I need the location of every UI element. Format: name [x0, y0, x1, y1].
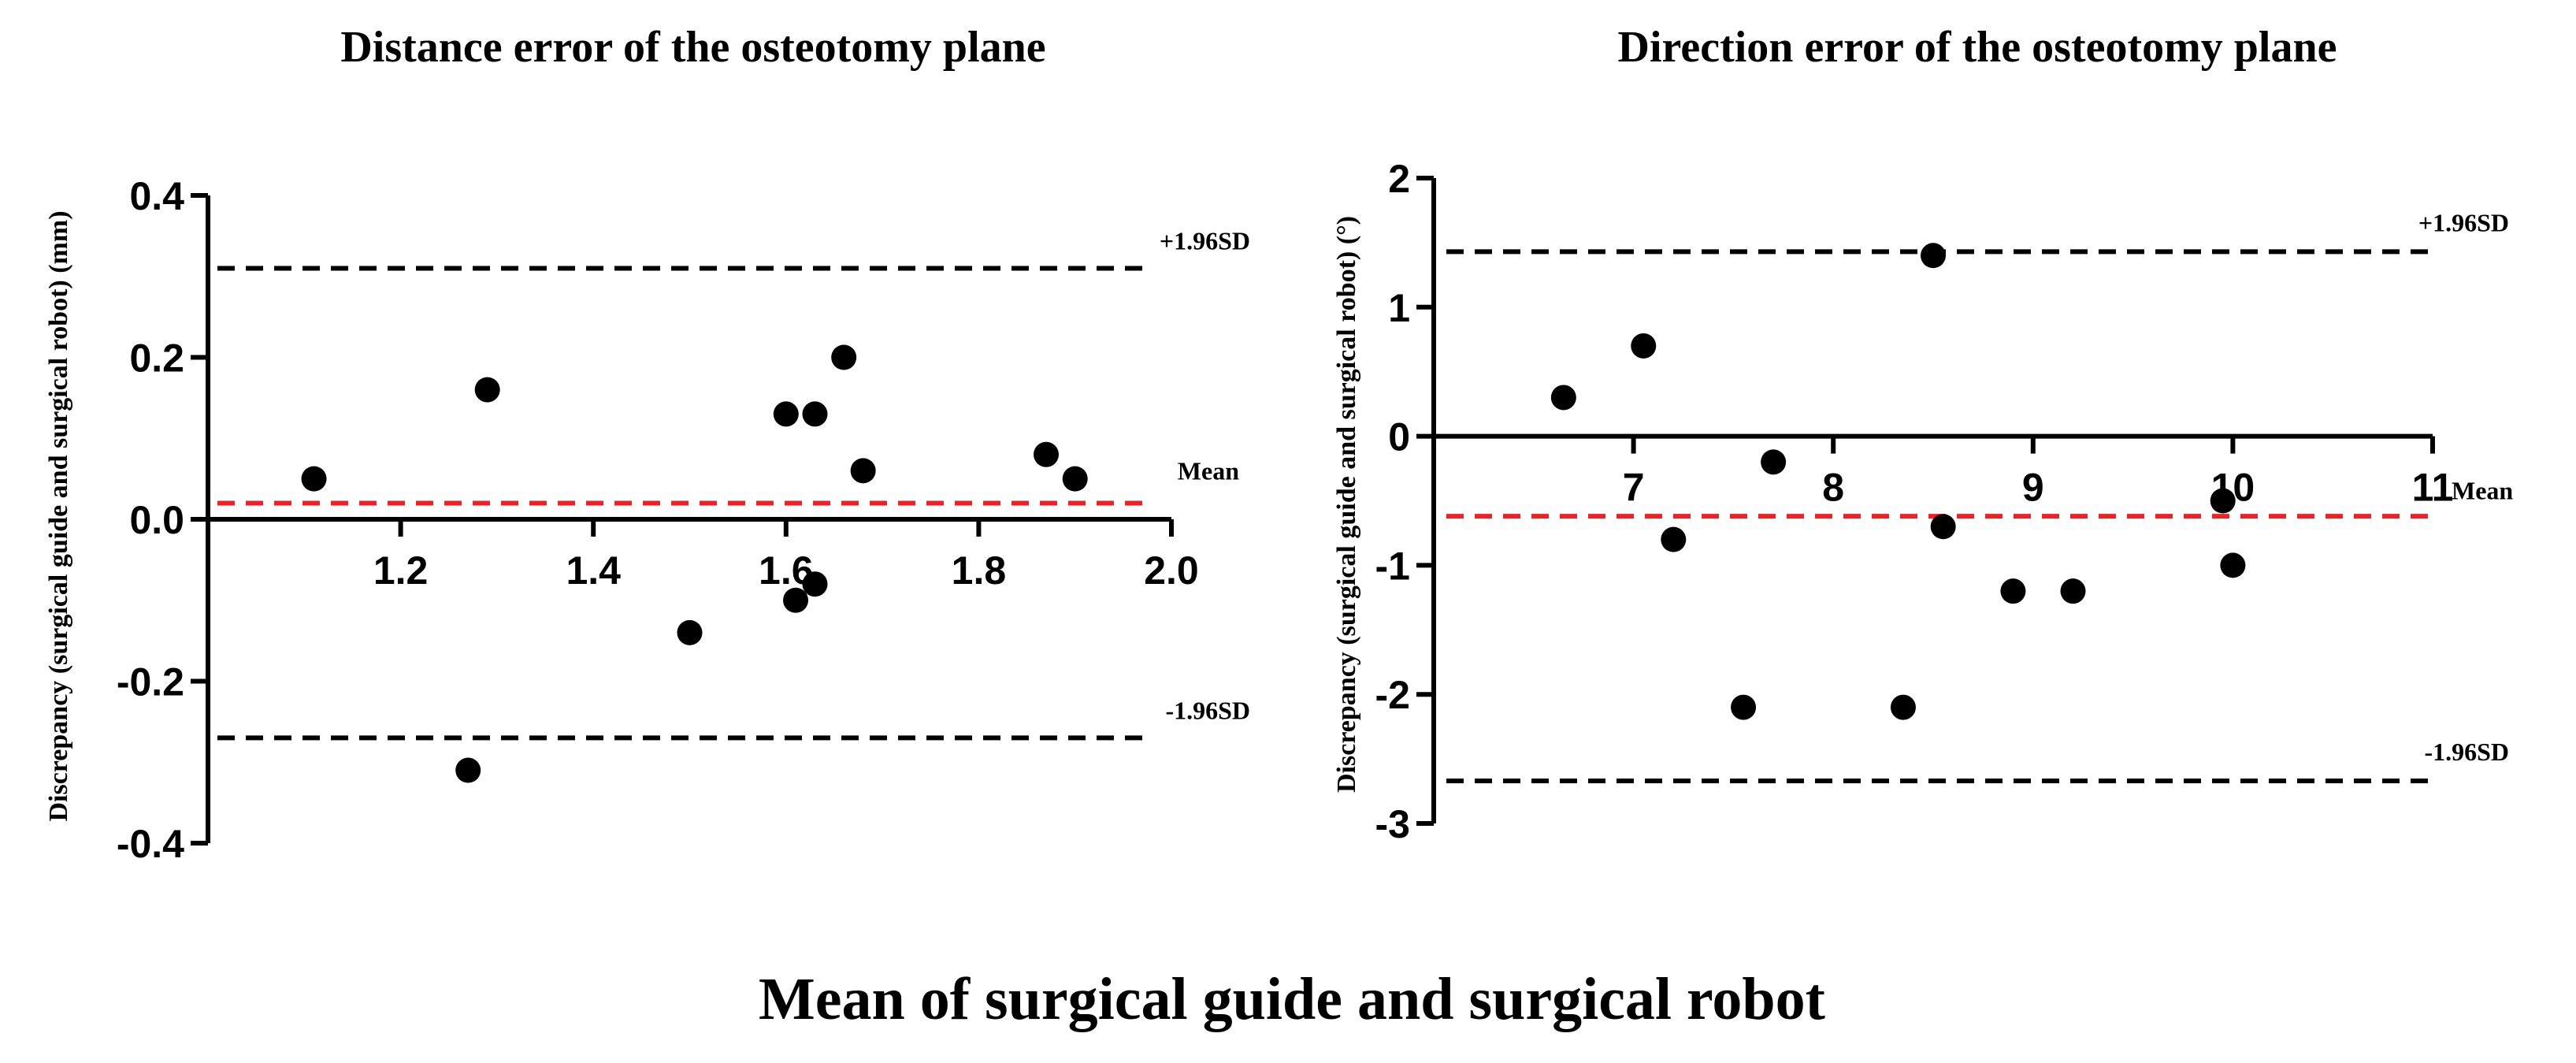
data-point	[1890, 694, 1916, 720]
data-point	[1550, 385, 1576, 411]
data-points	[301, 344, 1088, 783]
data-point	[1761, 449, 1787, 475]
x-tick-label: 8	[1822, 466, 1844, 510]
y-tick-label: 1	[1388, 286, 1410, 330]
data-point	[2000, 578, 2026, 604]
y-tick-label: 2	[1388, 157, 1410, 201]
axes: 210-1-2-37 8 9 10 11	[1375, 157, 2454, 846]
reference-line-label: +1.96SD	[2418, 208, 2509, 236]
y-tick-label: 0	[1388, 415, 1410, 459]
data-points	[1550, 243, 2246, 720]
data-point	[455, 757, 481, 783]
data-point	[301, 466, 327, 492]
data-point	[1731, 694, 1757, 720]
y-tick-label: 0.4	[129, 174, 184, 218]
chart-title: Direction error of the osteotomy plane	[1618, 23, 2337, 72]
data-point	[1631, 333, 1657, 359]
x-tick-label: 1.4	[566, 548, 621, 593]
data-point	[1034, 441, 1060, 467]
data-point	[2210, 488, 2236, 514]
data-point	[1921, 243, 1946, 269]
y-tick-label: -3	[1375, 802, 1410, 846]
data-point	[677, 619, 703, 645]
data-point	[1930, 514, 1956, 540]
x-tick-label: 2.0	[1144, 548, 1199, 593]
data-point	[474, 377, 500, 403]
y-tick-label: -0.2	[117, 660, 184, 704]
x-tick-label: 7	[1623, 466, 1645, 510]
reference-line-label: -1.96SD	[1165, 696, 1250, 724]
data-point	[850, 458, 876, 484]
data-point	[802, 401, 828, 427]
y-tick-label: -2	[1375, 673, 1410, 717]
reference-line-label: +1.96SD	[1160, 226, 1250, 255]
data-point	[1661, 526, 1687, 552]
data-point	[773, 401, 799, 427]
y-axis-label: Discrepancy (surgical guide and surgical…	[1332, 216, 1361, 793]
y-axis-label: Discrepancy (surgical guide and surgical…	[44, 210, 73, 821]
reference-line-label: -1.96SD	[2424, 738, 2509, 766]
reference-lines: +1.96SD Mean -1.96SD	[217, 226, 1250, 741]
x-tick-label: 1.2	[373, 548, 429, 593]
data-point	[831, 344, 857, 370]
y-tick-label: -0.4	[117, 822, 184, 866]
data-point	[1062, 466, 1088, 492]
reference-line-label: Mean	[2452, 477, 2513, 505]
x-tick-label: 11	[2412, 466, 2454, 510]
axes: 0.40.20.0-0.2-0.41.2 1.4 1.6 1.8 2.0	[117, 174, 1199, 866]
data-point	[802, 571, 828, 597]
shared-x-axis-label: Mean of surgical guide and surgical robo…	[759, 966, 1825, 1032]
y-tick-label: 0.2	[129, 336, 184, 381]
x-tick-label: 1.8	[952, 548, 1007, 593]
data-point	[2060, 578, 2086, 604]
y-tick-label: 0.0	[129, 498, 184, 542]
x-tick-label: 9	[2022, 466, 2044, 510]
distance-error-chart: Distance error of the osteotomy plane Di…	[44, 23, 1250, 866]
chart-title: Distance error of the osteotomy plane	[340, 23, 1045, 72]
y-tick-label: -1	[1375, 544, 1410, 588]
direction-error-chart: Direction error of the osteotomy plane D…	[1332, 23, 2513, 846]
reference-lines: +1.96SD Mean -1.96SD	[1446, 208, 2513, 783]
data-point	[2220, 552, 2246, 578]
reference-line-label: Mean	[1178, 456, 1239, 485]
data-point	[783, 587, 809, 613]
